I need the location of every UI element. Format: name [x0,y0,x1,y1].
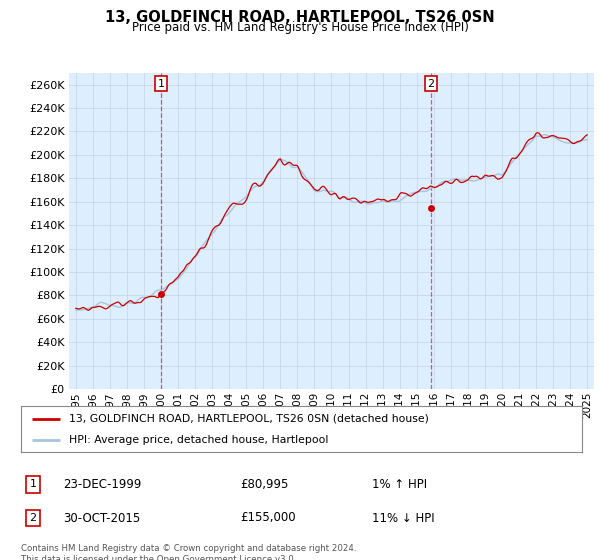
Text: £155,000: £155,000 [240,511,296,525]
Text: Price paid vs. HM Land Registry's House Price Index (HPI): Price paid vs. HM Land Registry's House … [131,21,469,34]
Text: 30-OCT-2015: 30-OCT-2015 [63,511,140,525]
Text: 1% ↑ HPI: 1% ↑ HPI [372,478,427,491]
Text: 13, GOLDFINCH ROAD, HARTLEPOOL, TS26 0SN: 13, GOLDFINCH ROAD, HARTLEPOOL, TS26 0SN [105,10,495,25]
Text: £80,995: £80,995 [240,478,289,491]
Text: 11% ↓ HPI: 11% ↓ HPI [372,511,434,525]
Text: 13, GOLDFINCH ROAD, HARTLEPOOL, TS26 0SN (detached house): 13, GOLDFINCH ROAD, HARTLEPOOL, TS26 0SN… [68,413,428,423]
Text: 23-DEC-1999: 23-DEC-1999 [63,478,142,491]
Text: HPI: Average price, detached house, Hartlepool: HPI: Average price, detached house, Hart… [68,435,328,445]
Text: Contains HM Land Registry data © Crown copyright and database right 2024.
This d: Contains HM Land Registry data © Crown c… [21,544,356,560]
Text: 2: 2 [29,513,37,523]
Text: 2: 2 [427,78,434,88]
Text: 1: 1 [158,78,164,88]
Text: 1: 1 [29,479,37,489]
